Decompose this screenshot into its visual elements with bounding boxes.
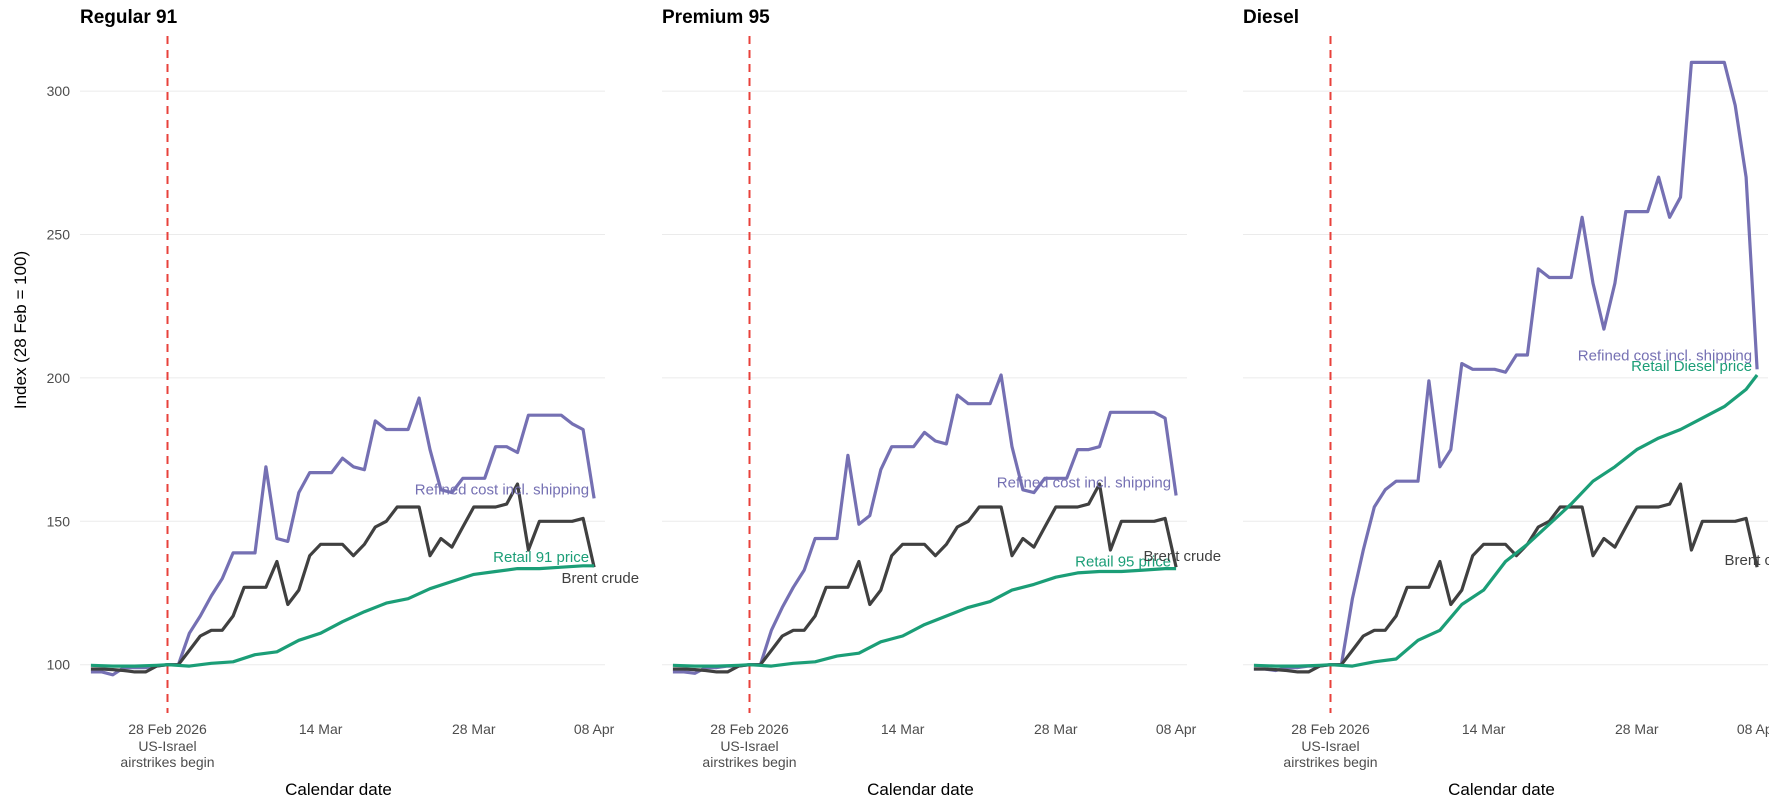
panel-2: 28 Feb 2026 14 Mar 28 Mar 08 Apr US-Israelai…	[662, 7, 1221, 799]
series-label-retail: Retail 95 price	[1075, 554, 1171, 571]
x-tick-label: 08 Apr	[1156, 721, 1197, 737]
series-line-brent	[672, 482, 1178, 674]
x-tick-label: 14 Mar	[1462, 721, 1506, 737]
y-tick-label: 300	[47, 83, 71, 99]
series-line-brent	[1253, 482, 1759, 674]
event-label-line1: US-Israel	[720, 738, 778, 754]
event-label-line2: airstrikes begin	[702, 754, 796, 770]
series-line-refined	[90, 396, 596, 677]
x-tick-label: 28 Feb 2026	[710, 721, 789, 737]
series-line-refined	[672, 373, 1178, 675]
x-tick-label: 28 Feb 2026	[128, 721, 207, 737]
x-tick-label: 28 Mar	[452, 721, 496, 737]
x-tick-label: 28 Mar	[1615, 721, 1659, 737]
event-label-line2: airstrikes begin	[1283, 754, 1377, 770]
series-line-retail	[1253, 374, 1759, 668]
series-label-brent: Brent crude	[1725, 552, 1769, 569]
x-tick-label: 08 Apr	[1737, 721, 1769, 737]
series-label-brent: Brent crude	[1144, 548, 1222, 565]
x-tick-label: 28 Mar	[1034, 721, 1078, 737]
y-tick-label: 150	[47, 513, 71, 529]
series-line-retail	[90, 564, 595, 668]
x-tick-label: 14 Mar	[881, 721, 925, 737]
y-axis-title: Index (28 Feb = 100)	[11, 251, 30, 409]
y-tick-label: 200	[47, 370, 71, 386]
panel-1: 100 150 200 250 300 28 Feb 2026 14 Mar 28 Mar 08…	[47, 7, 639, 799]
series-line-retail	[672, 566, 1177, 668]
x-axis-title: Calendar date	[867, 780, 974, 799]
series-label-refined: Refined cost incl. shipping	[1578, 347, 1752, 364]
event-label-line1: US-Israel	[138, 738, 196, 754]
y-tick-label: 250	[47, 227, 71, 243]
panel-title: Regular 91	[80, 7, 178, 28]
x-tick-label: 14 Mar	[299, 721, 343, 737]
x-axis-title: Calendar date	[1448, 780, 1555, 799]
x-axis-title: Calendar date	[285, 780, 392, 799]
x-tick-label: 28 Feb 2026	[1291, 721, 1370, 737]
panel-title: Diesel	[1243, 7, 1299, 28]
series-label-brent: Brent crude	[562, 570, 640, 587]
panel-3: 28 Feb 2026 14 Mar 28 Mar 08 Apr US-Israelai…	[1243, 7, 1769, 799]
event-label-line1: US-Israel	[1301, 738, 1359, 754]
series-label-refined: Refined cost incl. shipping	[997, 474, 1171, 491]
y-tick-label: 100	[47, 657, 71, 673]
series-label-refined: Refined cost incl. shipping	[415, 481, 589, 498]
panel-title: Premium 95	[662, 7, 770, 28]
series-label-retail: Retail 91 price	[493, 549, 589, 566]
series-label-retail: Retail Diesel price	[1631, 358, 1752, 375]
x-tick-label: 08 Apr	[574, 721, 615, 737]
series-line-brent	[90, 482, 596, 674]
event-label-line2: airstrikes begin	[120, 754, 214, 770]
